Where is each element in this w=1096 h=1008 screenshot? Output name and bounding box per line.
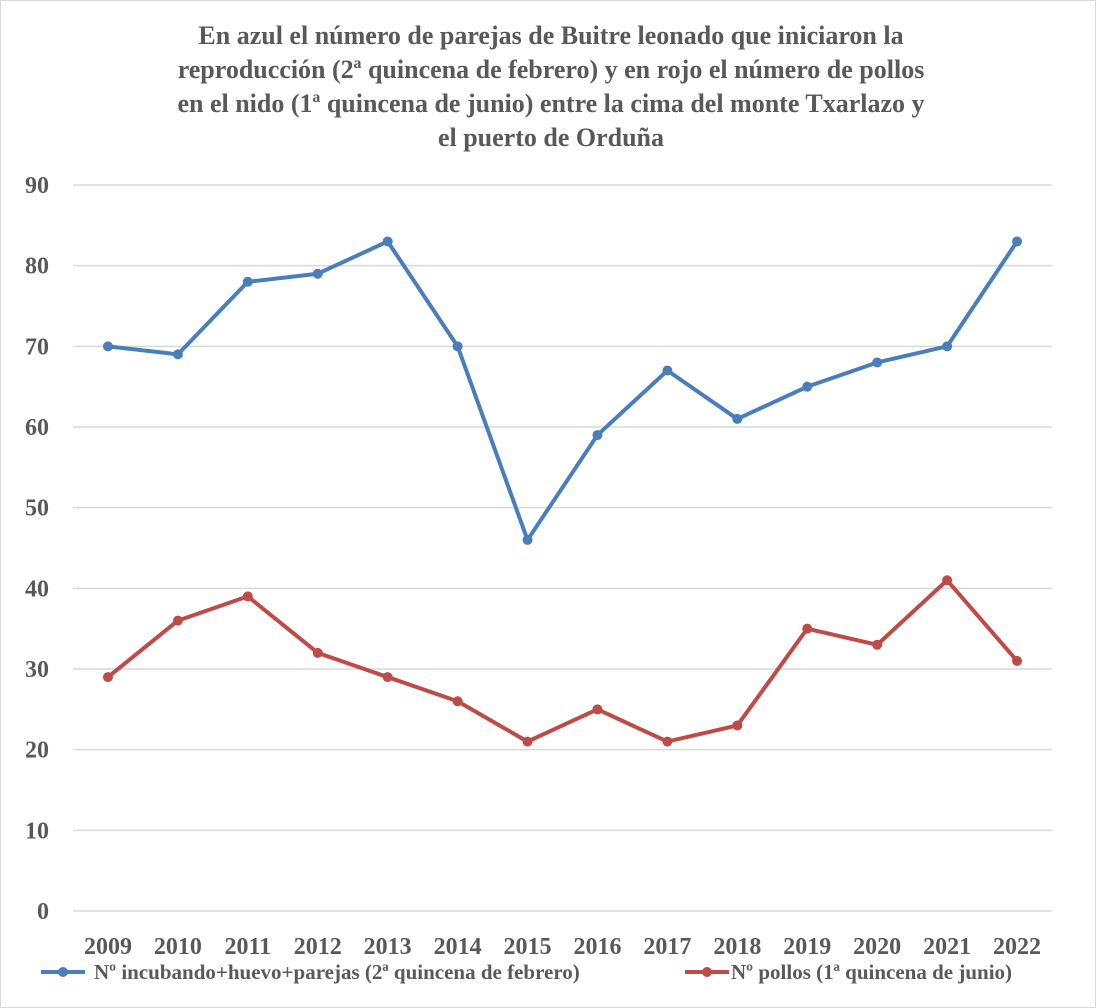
y-tick-label: 20 xyxy=(25,738,49,764)
data-point xyxy=(942,575,953,586)
chart-title-line: En azul el número de parejas de Buitre l… xyxy=(198,21,904,50)
data-point xyxy=(732,413,743,424)
x-tick-label: 2015 xyxy=(504,934,552,960)
data-point xyxy=(522,736,533,747)
chart-title: En azul el número de parejas de Buitre l… xyxy=(121,19,981,155)
y-tick-label: 30 xyxy=(25,657,49,683)
data-point xyxy=(382,236,393,247)
x-tick-label: 2011 xyxy=(224,934,271,960)
data-point xyxy=(802,381,813,392)
x-tick-label: 2020 xyxy=(853,934,901,960)
x-tick-label: 2022 xyxy=(993,934,1041,960)
data-point xyxy=(872,639,883,650)
data-point xyxy=(942,341,953,352)
y-tick-label: 40 xyxy=(25,576,49,602)
y-tick-label: 80 xyxy=(25,254,49,280)
chart-title-line: en el nido (1ª quincena de junio) entre … xyxy=(177,89,925,118)
y-tick-label: 70 xyxy=(25,334,49,360)
series-lines xyxy=(102,236,1023,747)
data-point xyxy=(732,720,743,731)
x-tick-label: 2013 xyxy=(364,934,412,960)
series-line-2 xyxy=(105,578,1020,744)
data-point xyxy=(522,534,533,545)
legend-marker xyxy=(58,967,68,977)
data-point xyxy=(102,672,113,683)
data-point xyxy=(1012,236,1023,247)
data-point xyxy=(312,268,323,279)
data-point xyxy=(662,365,673,376)
chart-title-line: reproducción (2ª quincena de febrero) y … xyxy=(177,55,925,84)
chart-title-line: el puerto de Orduña xyxy=(437,123,665,152)
data-point xyxy=(242,276,253,287)
legend: Nº incubando+huevo+parejas (2ª quincena … xyxy=(41,960,1012,984)
y-axis: 0 10 20 30 40 50 60 70 80 90 xyxy=(25,173,49,925)
x-tick-label: 2019 xyxy=(783,934,831,960)
series-line-1 xyxy=(105,239,1020,542)
data-point xyxy=(592,704,603,715)
data-point xyxy=(382,672,393,683)
y-tick-label: 60 xyxy=(25,415,49,441)
x-tick-label: 2012 xyxy=(294,934,342,960)
legend-label: Nº incubando+huevo+parejas (2ª quincena … xyxy=(94,960,580,984)
y-tick-label: 0 xyxy=(37,899,49,925)
data-point xyxy=(1012,655,1023,666)
x-tick-label: 2016 xyxy=(573,934,621,960)
legend-marker xyxy=(702,967,712,977)
x-tick-label: 2009 xyxy=(84,934,132,960)
data-point xyxy=(802,623,813,634)
gridlines xyxy=(73,184,1052,912)
x-tick-label: 2017 xyxy=(643,934,691,960)
data-point xyxy=(662,736,673,747)
y-tick-label: 90 xyxy=(25,173,49,199)
data-point xyxy=(592,430,603,441)
x-tick-label: 2018 xyxy=(713,934,761,960)
x-axis: 2009 2010 2011 2012 2013 2014 2015 2016 2017 2018… xyxy=(84,934,1041,960)
data-point xyxy=(242,591,253,602)
data-point xyxy=(172,615,183,626)
data-point xyxy=(312,647,323,658)
data-point xyxy=(452,696,463,707)
legend-label: Nº pollos (1ª quincena de junio) xyxy=(731,960,1012,984)
data-point xyxy=(872,357,883,368)
y-tick-label: 50 xyxy=(25,496,49,522)
x-tick-label: 2014 xyxy=(434,934,482,960)
data-point xyxy=(452,341,463,352)
x-tick-label: 2010 xyxy=(154,934,202,960)
y-tick-label: 10 xyxy=(25,818,49,844)
data-point xyxy=(172,349,183,360)
data-point xyxy=(102,341,113,352)
x-tick-label: 2021 xyxy=(923,934,971,960)
